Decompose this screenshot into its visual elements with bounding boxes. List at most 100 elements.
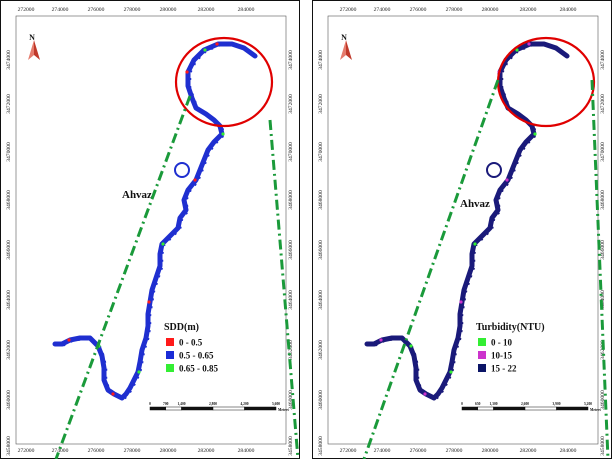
x-tick-label-top: 282000 xyxy=(520,7,537,13)
scale-bar-segment xyxy=(244,406,277,411)
legend-swatch xyxy=(478,351,486,359)
map-frame xyxy=(0,0,300,459)
y-tick-label-right: 3460000 xyxy=(600,390,606,410)
legend-label: 0.65 - 0.85 xyxy=(179,364,218,374)
x-tick-label-top: 280000 xyxy=(482,7,499,13)
river-class-speck xyxy=(459,300,463,304)
x-tick-label-bottom: 284000 xyxy=(560,448,577,454)
x-tick-label-top: 280000 xyxy=(160,7,177,13)
river-class-speck xyxy=(161,242,165,246)
x-tick-label-top: 276000 xyxy=(88,7,105,13)
scale-bar-label: 2,800 xyxy=(209,402,217,406)
legend-title: SDD(m) xyxy=(164,322,199,333)
map-panel-sdd: 272000 272000 274000 274000 276000 276000 2780… xyxy=(0,0,300,459)
legend-swatch xyxy=(478,364,486,372)
scale-bar-label: 1,400 xyxy=(177,402,185,406)
river-class-speck xyxy=(215,42,219,46)
river-class-speck xyxy=(533,132,537,136)
x-tick-label-top: 282000 xyxy=(198,7,215,13)
map-inner-frame xyxy=(327,15,599,445)
y-tick-label-left: 3474000 xyxy=(318,50,324,70)
y-tick-label-left: 3460000 xyxy=(6,390,12,410)
legend-label: 15 - 22 xyxy=(491,364,517,374)
north-arrow-icon xyxy=(28,40,40,60)
legend-title: Turbidity(NTU) xyxy=(476,322,545,333)
x-tick-label-bottom: 272000 xyxy=(340,448,357,454)
scale-bar-unit: Meters xyxy=(590,408,601,412)
river-class-speck xyxy=(515,48,519,52)
x-tick-label-top: 278000 xyxy=(446,7,463,13)
guide-line xyxy=(54,95,192,459)
x-tick-label-bottom: 272000 xyxy=(18,448,35,454)
river-class-speck xyxy=(111,392,115,396)
legend-label: 0 - 10 xyxy=(491,338,512,348)
x-tick-label-bottom: 274000 xyxy=(52,448,69,454)
x-tick-label-top: 272000 xyxy=(340,7,357,13)
scale-bar-label: 0 xyxy=(461,402,463,406)
scale-bar-segment xyxy=(165,406,182,411)
y-tick-label-right: 3472000 xyxy=(600,94,606,114)
legend-swatch xyxy=(166,351,174,359)
y-tick-label-left: 3468000 xyxy=(318,190,324,210)
y-tick-label-right: 3470000 xyxy=(600,142,606,162)
river-class-speck xyxy=(203,48,207,52)
north-arrow-right-half xyxy=(34,40,40,60)
y-tick-label-right: 3466000 xyxy=(288,240,294,260)
y-tick-label-right: 3468000 xyxy=(600,190,606,210)
north-arrow-right-half xyxy=(346,40,352,60)
scale-bar-segment xyxy=(524,406,557,411)
y-tick-label-right: 3460000 xyxy=(288,390,294,410)
map-panel-turbidity: 272000 272000 274000 274000 276000 276000 2780… xyxy=(312,0,612,459)
x-tick-label-top: 276000 xyxy=(410,7,427,13)
river-texture xyxy=(369,43,570,401)
river-class-speck xyxy=(221,132,225,136)
north-label: N xyxy=(341,33,347,42)
scale-bar-segment xyxy=(212,406,245,411)
y-tick-label-left: 3462000 xyxy=(318,340,324,360)
legend-swatch xyxy=(166,338,174,346)
river-class-speck xyxy=(409,344,413,348)
legend-swatch xyxy=(478,338,486,346)
north-label: N xyxy=(29,33,35,42)
scale-bar-segment xyxy=(461,406,478,411)
legend-swatch xyxy=(166,364,174,372)
y-tick-label-left: 3472000 xyxy=(6,94,12,114)
river-class-speck xyxy=(147,300,151,304)
scale-bar-label: 1,300 xyxy=(489,402,497,406)
y-tick-label-left: 3472000 xyxy=(318,94,324,114)
river-class-speck xyxy=(505,178,509,182)
y-tick-label-right: 3472000 xyxy=(288,94,294,114)
scale-bar-label: 2,600 xyxy=(521,402,529,406)
x-tick-label-bottom: 276000 xyxy=(410,448,427,454)
y-tick-label-right: 3464000 xyxy=(288,290,294,310)
y-tick-label-right: 3458000 xyxy=(600,436,606,456)
scale-bar-label: 650 xyxy=(475,402,481,406)
city-label: Ahvaz xyxy=(122,189,152,201)
y-tick-label-left: 3470000 xyxy=(6,142,12,162)
x-tick-label-top: 284000 xyxy=(238,7,255,13)
legend-label: 0 - 0.5 xyxy=(179,338,203,348)
north-arrow-icon xyxy=(340,40,352,60)
river-texture xyxy=(57,43,258,401)
legend-label: 0.5 - 0.65 xyxy=(179,351,214,361)
river-class-speck xyxy=(67,338,71,342)
north-arrow-left-half xyxy=(28,40,34,60)
x-tick-label-bottom: 282000 xyxy=(520,448,537,454)
scale-bar-label: 5,600 xyxy=(272,402,280,406)
y-tick-label-left: 3458000 xyxy=(318,436,324,456)
y-tick-label-left: 3470000 xyxy=(318,142,324,162)
scale-bar-segment xyxy=(556,406,589,411)
y-tick-label-right: 3466000 xyxy=(600,240,606,260)
river-class-speck xyxy=(449,370,453,374)
x-tick-label-bottom: 278000 xyxy=(124,448,141,454)
river-class-speck xyxy=(137,370,141,374)
y-tick-label-left: 3460000 xyxy=(318,390,324,410)
y-tick-label-right: 3464000 xyxy=(600,290,606,310)
x-tick-label-bottom: 280000 xyxy=(160,448,177,454)
scale-bar-segment xyxy=(149,406,166,411)
y-tick-label-left: 3468000 xyxy=(6,190,12,210)
x-tick-label-bottom: 274000 xyxy=(374,448,391,454)
highlight-circle xyxy=(174,36,274,128)
y-tick-label-left: 3464000 xyxy=(318,290,324,310)
river-loop xyxy=(486,162,502,178)
